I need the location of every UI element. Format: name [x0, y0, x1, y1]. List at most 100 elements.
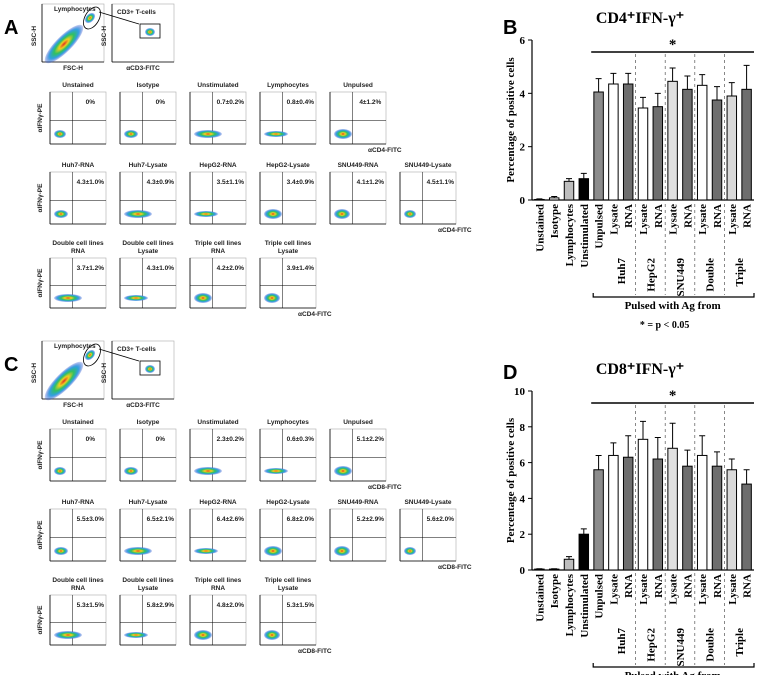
error-bar: [536, 198, 543, 200]
error-bar: [566, 556, 572, 560]
density-cloud: [54, 210, 68, 218]
x-tick-label: Lysate: [727, 574, 739, 605]
plot-title: RNA: [71, 585, 85, 592]
bar: [578, 178, 590, 201]
density-cloud: [44, 24, 84, 64]
x-tick-label: Lymphocytes: [564, 573, 576, 636]
density-cloud: [194, 293, 212, 303]
plot-title: HepG2-RNA: [199, 162, 237, 169]
x-tick-label: Unpulsed: [594, 204, 606, 249]
y-tick-label: 6: [520, 458, 526, 470]
plot-title: SNU449-Lysate: [404, 162, 451, 169]
panel-letter: D: [503, 362, 517, 384]
group-bracket: [592, 293, 755, 298]
axis-label: SSC-H: [31, 26, 38, 47]
axis-label: FSC-H: [63, 65, 83, 72]
plot-title: Triple cell lines: [265, 577, 312, 584]
plot-value: 4.3±1.0%: [147, 265, 175, 272]
bar: [608, 454, 619, 571]
bar: [608, 83, 619, 201]
density-cloud: [264, 630, 280, 640]
significance-mark: *: [669, 388, 677, 404]
group-label: Triple: [734, 258, 746, 287]
x-tick-label: Lysate: [697, 574, 709, 605]
x-tick-label: RNA: [682, 204, 694, 228]
error-bar: [595, 454, 602, 470]
plot-title: SNU449-RNA: [338, 499, 379, 506]
x-tick-label: Lysate: [638, 574, 650, 605]
plot-value: 2.3±0.2%: [217, 436, 245, 443]
bar: [711, 99, 723, 201]
bar: [563, 558, 575, 571]
bar: [652, 458, 664, 571]
density-cloud: [84, 12, 96, 24]
gate-label: CD3+ T-cells: [117, 346, 156, 353]
error-bar: [625, 72, 632, 84]
plot-title: RNA: [211, 585, 225, 592]
gate-label: CD3+ T-cells: [117, 9, 156, 16]
density-cloud: [124, 632, 148, 638]
plot-value: 5.2±2.9%: [357, 516, 385, 523]
axis-label: αCD4-FITC: [298, 311, 332, 318]
y-tick-label: 4: [520, 493, 526, 505]
density-cloud: [264, 209, 282, 219]
bar: [741, 88, 752, 201]
gate: [139, 360, 161, 376]
plot-title: Unpulsed: [343, 82, 373, 89]
plot-value: 5.6±2.0%: [427, 516, 455, 523]
plot-value: 5.5±3.0%: [77, 516, 105, 523]
bar: [534, 198, 545, 201]
axis-label: αIFNγ-PE: [37, 103, 44, 133]
group-label: Huh7: [616, 628, 628, 655]
error-bar: [743, 64, 750, 90]
group-label: Triple: [734, 628, 746, 657]
error-bar: [566, 178, 572, 182]
error-bar: [699, 74, 706, 86]
y-axis-title: Percentage of positive cells: [505, 417, 517, 543]
panel-letter: A: [4, 17, 18, 39]
density-cloud: [194, 630, 212, 640]
bar: [548, 197, 560, 201]
density-cloud: [334, 209, 350, 219]
error-bar: [714, 451, 720, 467]
group-caption: Pulsed with Ag from: [625, 300, 721, 312]
bar: [593, 469, 604, 571]
x-tick-label: Lysate: [668, 204, 680, 235]
error-bar: [580, 172, 587, 179]
plot-value: 0.6±0.3%: [287, 436, 315, 443]
plot-title: Unstimulated: [197, 82, 238, 89]
x-tick-label: Lysate: [727, 204, 739, 235]
x-tick-label: Unstained: [534, 204, 546, 252]
bar: [637, 107, 649, 201]
footnote: * = p < 0.05: [640, 320, 689, 331]
axis-label: αCD8-FITC: [438, 564, 472, 571]
error-bar: [699, 435, 706, 456]
density-cloud: [194, 467, 222, 475]
plot-value: 5.3±1.5%: [287, 602, 315, 609]
plot-title: Lysate: [278, 248, 299, 255]
x-tick-label: RNA: [653, 574, 665, 598]
plot-value: 4.8±2.0%: [217, 602, 245, 609]
error-bar: [580, 528, 587, 535]
error-bar: [551, 196, 558, 198]
plot-value: 5.3±1.5%: [77, 602, 105, 609]
plot-value: 4.2±2.0%: [217, 265, 245, 272]
bar: [563, 180, 575, 201]
axis-label: SSC-H: [101, 26, 108, 47]
chart-title: CD8⁺IFN-γ⁺: [596, 361, 684, 378]
density-cloud: [54, 547, 68, 555]
chart-title: CD4⁺IFN-γ⁺: [596, 10, 684, 27]
plot-title: Unstimulated: [197, 419, 238, 426]
density-cloud: [124, 467, 138, 475]
error-bar: [669, 422, 676, 449]
axis-label: αCD3-FITC: [126, 402, 160, 409]
density-cloud: [145, 28, 155, 36]
bar: [726, 95, 738, 201]
x-tick-label: Lysate: [697, 204, 709, 235]
x-tick-label: RNA: [623, 204, 635, 228]
axis-label: αCD8-FITC: [298, 648, 332, 655]
bar: [637, 438, 649, 571]
plot-title: Double cell lines: [122, 240, 174, 247]
x-tick-label: Unstimulated: [579, 204, 591, 268]
plot-title: Huh7-Lysate: [129, 162, 168, 169]
